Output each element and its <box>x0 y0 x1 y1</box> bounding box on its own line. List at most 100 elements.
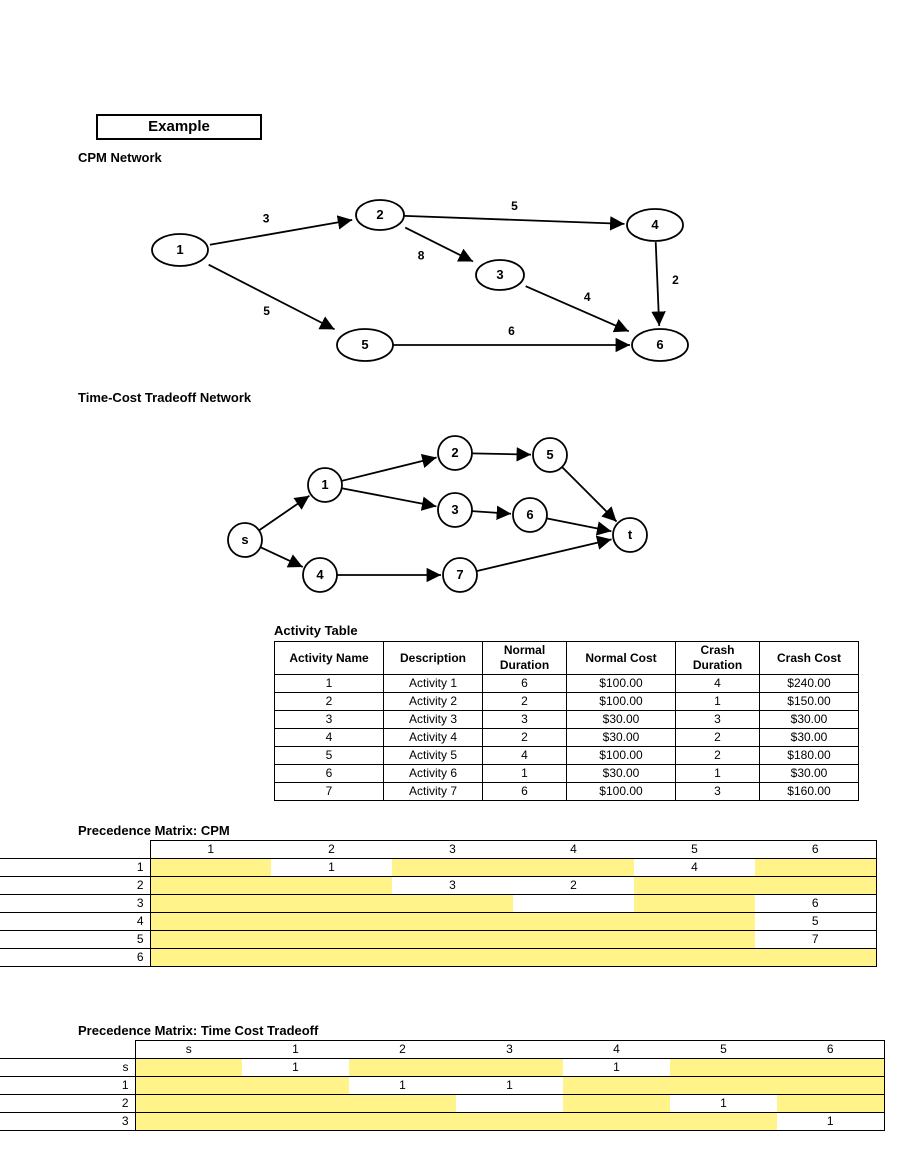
matrix-row: 6 <box>0 949 876 967</box>
matrix-cell <box>135 1059 242 1077</box>
table-cell: $160.00 <box>760 783 859 801</box>
network-edge <box>405 228 473 262</box>
edge-label: 5 <box>511 199 518 213</box>
matrix-row: s11 <box>0 1059 884 1077</box>
table-row: 4Activity 42$30.002$30.00 <box>275 729 859 747</box>
table-cell: $240.00 <box>760 675 859 693</box>
matrix-cell <box>349 1059 456 1077</box>
node-label: 6 <box>526 507 533 522</box>
matrix-row: 111 <box>0 1077 884 1095</box>
table-cell: $100.00 <box>567 675 676 693</box>
matrix-cell <box>242 1077 349 1095</box>
matrix-cell <box>271 949 392 967</box>
node-label: 1 <box>321 477 328 492</box>
matrix-cell <box>135 1113 242 1131</box>
network-edge <box>656 242 659 326</box>
matrix-cell: 3 <box>392 877 513 895</box>
table-cell: 6 <box>275 765 384 783</box>
table-cell: Activity 2 <box>384 693 483 711</box>
matrix-col-header: 2 <box>271 841 392 859</box>
matrix-cell <box>634 931 755 949</box>
matrix-col-header: 2 <box>349 1041 456 1059</box>
matrix-cell: 2 <box>513 877 634 895</box>
matrix-cell: 1 <box>242 1059 349 1077</box>
table-cell: 2 <box>676 729 760 747</box>
table-header: Crash Cost <box>760 642 859 675</box>
matrix-cpm-title: Precedence Matrix: CPM <box>78 823 230 838</box>
table-cell: 4 <box>483 747 567 765</box>
matrix-cell <box>349 1113 456 1131</box>
edge-label: 4 <box>584 290 591 304</box>
matrix-row-header: 1 <box>0 859 150 877</box>
matrix-cell <box>392 859 513 877</box>
network-edge <box>342 488 437 506</box>
matrix-cell <box>777 1077 884 1095</box>
matrix-cell <box>670 1113 777 1131</box>
matrix-cell <box>271 895 392 913</box>
network-edge <box>477 539 612 571</box>
table-cell: 2 <box>483 693 567 711</box>
table-cell: Activity 5 <box>384 747 483 765</box>
activity-table-title: Activity Table <box>274 623 358 638</box>
matrix-cell <box>242 1095 349 1113</box>
matrix-cell <box>513 931 634 949</box>
network-edge <box>547 518 612 531</box>
table-cell: 3 <box>483 711 567 729</box>
precedence-matrix-cpm: 1234561142323645576 <box>0 840 877 967</box>
matrix-cell <box>150 877 271 895</box>
table-cell: $30.00 <box>567 765 676 783</box>
matrix-row: 31 <box>0 1113 884 1131</box>
matrix-cell <box>670 1077 777 1095</box>
matrix-cell <box>456 1095 563 1113</box>
matrix-cell <box>634 895 755 913</box>
matrix-cell <box>634 949 755 967</box>
page: Example CPM Network 3558426123456 Time-C… <box>0 0 900 1165</box>
matrix-row-header: 2 <box>0 1095 135 1113</box>
matrix-cell <box>513 859 634 877</box>
table-cell: 3 <box>275 711 384 729</box>
matrix-cell <box>456 1113 563 1131</box>
table-cell: $100.00 <box>567 693 676 711</box>
network-edge <box>472 453 531 454</box>
tct-network-diagram: s1234567t <box>200 415 700 605</box>
matrix-col-header: 1 <box>242 1041 349 1059</box>
node-label: 6 <box>656 337 663 352</box>
table-row: 3Activity 33$30.003$30.00 <box>275 711 859 729</box>
node-label: 5 <box>361 337 368 352</box>
node-label: 2 <box>376 207 383 222</box>
table-header: Normal Cost <box>567 642 676 675</box>
table-cell: 6 <box>483 783 567 801</box>
matrix-cell <box>135 1095 242 1113</box>
matrix-row: 21 <box>0 1095 884 1113</box>
matrix-cell <box>271 931 392 949</box>
network-edge <box>209 265 335 330</box>
node-label: 5 <box>546 447 553 462</box>
matrix-tct-title: Precedence Matrix: Time Cost Tradeoff <box>78 1023 318 1038</box>
matrix-corner <box>0 841 150 859</box>
matrix-cell: 4 <box>634 859 755 877</box>
table-cell: 3 <box>676 783 760 801</box>
precedence-matrix-tct: s123456s111112131 <box>0 1040 885 1131</box>
edge-label: 2 <box>672 273 679 287</box>
node-label: 2 <box>451 445 458 460</box>
table-cell: 2 <box>483 729 567 747</box>
matrix-cell: 1 <box>777 1113 884 1131</box>
table-cell: $30.00 <box>567 729 676 747</box>
matrix-row: 57 <box>0 931 876 949</box>
table-row: 2Activity 22$100.001$150.00 <box>275 693 859 711</box>
matrix-col-header: 3 <box>456 1041 563 1059</box>
matrix-col-header: 6 <box>777 1041 884 1059</box>
node-label: t <box>628 527 633 542</box>
activity-table: Activity NameDescriptionNormal DurationN… <box>274 641 859 801</box>
node-label: 7 <box>456 567 463 582</box>
node-label: 3 <box>496 267 503 282</box>
network-edge <box>405 216 625 224</box>
table-cell: $30.00 <box>760 765 859 783</box>
matrix-col-header: 6 <box>755 841 876 859</box>
matrix-cell <box>563 1095 670 1113</box>
table-header: Normal Duration <box>483 642 567 675</box>
network-edge <box>210 220 352 245</box>
table-cell: 4 <box>676 675 760 693</box>
edge-label: 3 <box>263 211 270 225</box>
matrix-row-header: 4 <box>0 913 150 931</box>
